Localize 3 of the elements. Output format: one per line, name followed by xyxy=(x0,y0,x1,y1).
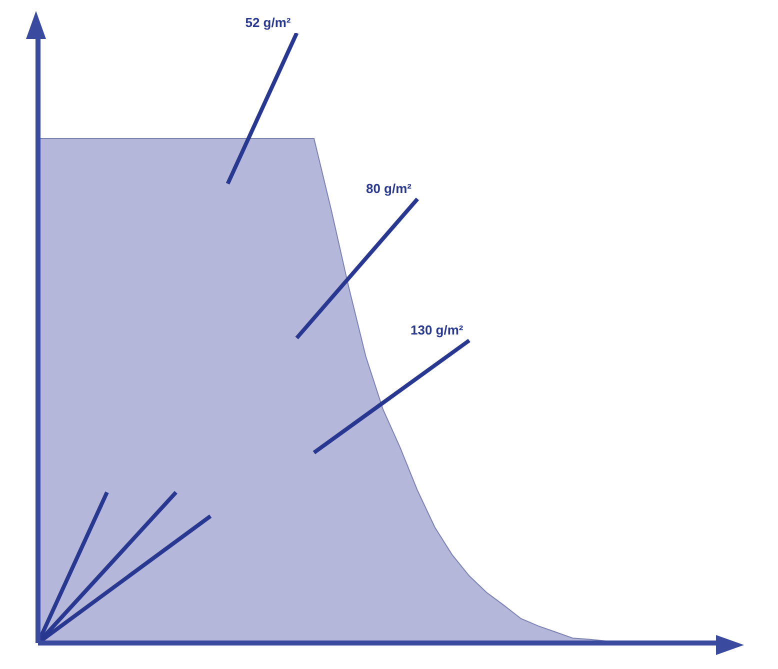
series-label: 80 g/m² xyxy=(366,180,412,196)
series-label: 52 g/m² xyxy=(245,15,292,30)
series-label: 130 g/m² xyxy=(410,322,464,338)
